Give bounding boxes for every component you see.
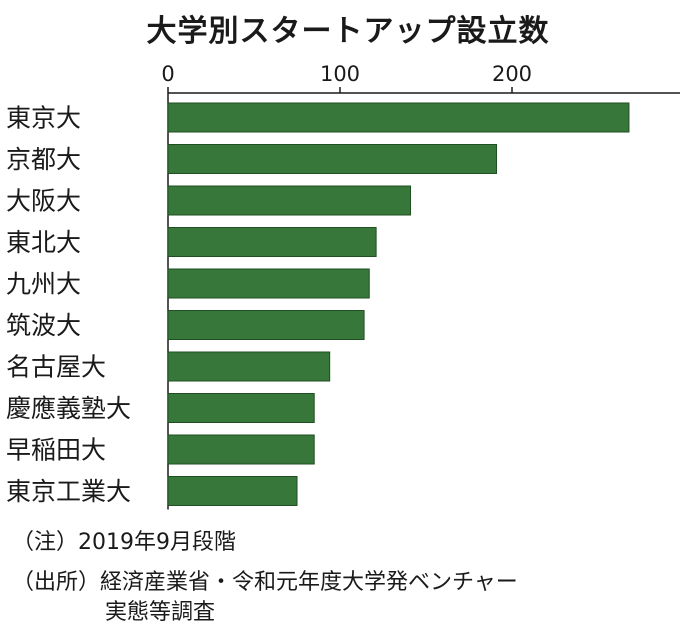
bar: [167, 144, 498, 174]
x-tick-label: 100: [320, 62, 360, 86]
category-label: 慶應義塾大: [6, 394, 131, 423]
bar: [167, 102, 630, 133]
bar: [167, 227, 377, 257]
bar: [167, 310, 365, 340]
bar: [167, 351, 331, 382]
category-label: 九州大: [6, 270, 81, 299]
category-label: 東京大: [6, 104, 81, 133]
chart-note: （注）2019年9月段階: [12, 530, 236, 555]
category-label: 東北大: [6, 228, 81, 257]
source-line-1: （出所）経済産業省・令和元年度大学発ベンチャー: [12, 570, 518, 595]
bar-series: [167, 102, 630, 506]
bar-chart: 0 100 200 東京大京都大大阪大東北大九州大筑波大名古屋大慶應義塾大早稲田大東…: [6, 62, 680, 510]
x-tick-label: 0: [161, 62, 174, 86]
bar: [167, 185, 412, 216]
category-label: 早稲田大: [6, 436, 106, 465]
bar: [167, 393, 315, 423]
bar: [167, 268, 370, 299]
chart-title: 大学別スタートアップ設立数: [146, 14, 550, 49]
x-tick-label: 200: [492, 62, 532, 86]
category-label: 筑波大: [6, 311, 81, 340]
bar: [167, 476, 298, 506]
category-label: 名古屋大: [6, 353, 106, 382]
category-label: 大阪大: [6, 187, 81, 216]
bar: [167, 434, 315, 465]
category-label: 東京工業大: [6, 477, 131, 506]
source-line-2: 実態等調査: [105, 600, 216, 625]
category-label: 京都大: [6, 145, 81, 174]
